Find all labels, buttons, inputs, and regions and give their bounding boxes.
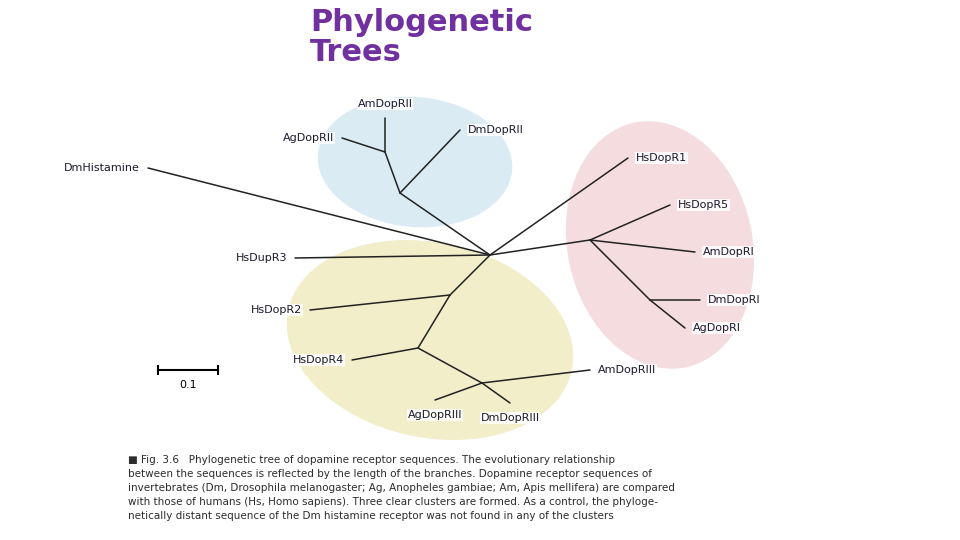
Text: HsDopR4: HsDopR4 xyxy=(293,355,344,365)
Text: AmDopRI: AmDopRI xyxy=(703,247,755,257)
Text: AgDopRII: AgDopRII xyxy=(283,133,334,143)
Ellipse shape xyxy=(318,97,513,227)
Text: AmDopRIII: AmDopRIII xyxy=(598,365,657,375)
Text: AgDopRIII: AgDopRIII xyxy=(408,410,463,420)
Text: DmDopRII: DmDopRII xyxy=(468,125,524,135)
Text: AgDopRI: AgDopRI xyxy=(693,323,741,333)
Text: 0.1: 0.1 xyxy=(180,380,197,390)
Text: HsDopR1: HsDopR1 xyxy=(636,153,687,163)
Ellipse shape xyxy=(565,121,755,369)
Text: DmDopRIII: DmDopRIII xyxy=(480,413,540,423)
Text: Trees: Trees xyxy=(310,38,402,67)
Ellipse shape xyxy=(287,240,573,440)
Text: DmDopRI: DmDopRI xyxy=(708,295,760,305)
Text: HsDopR5: HsDopR5 xyxy=(678,200,730,210)
Text: DmHistamine: DmHistamine xyxy=(64,163,140,173)
Text: Phylogenetic: Phylogenetic xyxy=(310,8,533,37)
Text: ■ Fig. 3.6   Phylogenetic tree of dopamine receptor sequences. The evolutionary : ■ Fig. 3.6 Phylogenetic tree of dopamine… xyxy=(128,455,675,521)
Text: HsDopR2: HsDopR2 xyxy=(251,305,302,315)
Text: HsDupR3: HsDupR3 xyxy=(235,253,287,263)
Text: AmDopRII: AmDopRII xyxy=(357,99,413,109)
